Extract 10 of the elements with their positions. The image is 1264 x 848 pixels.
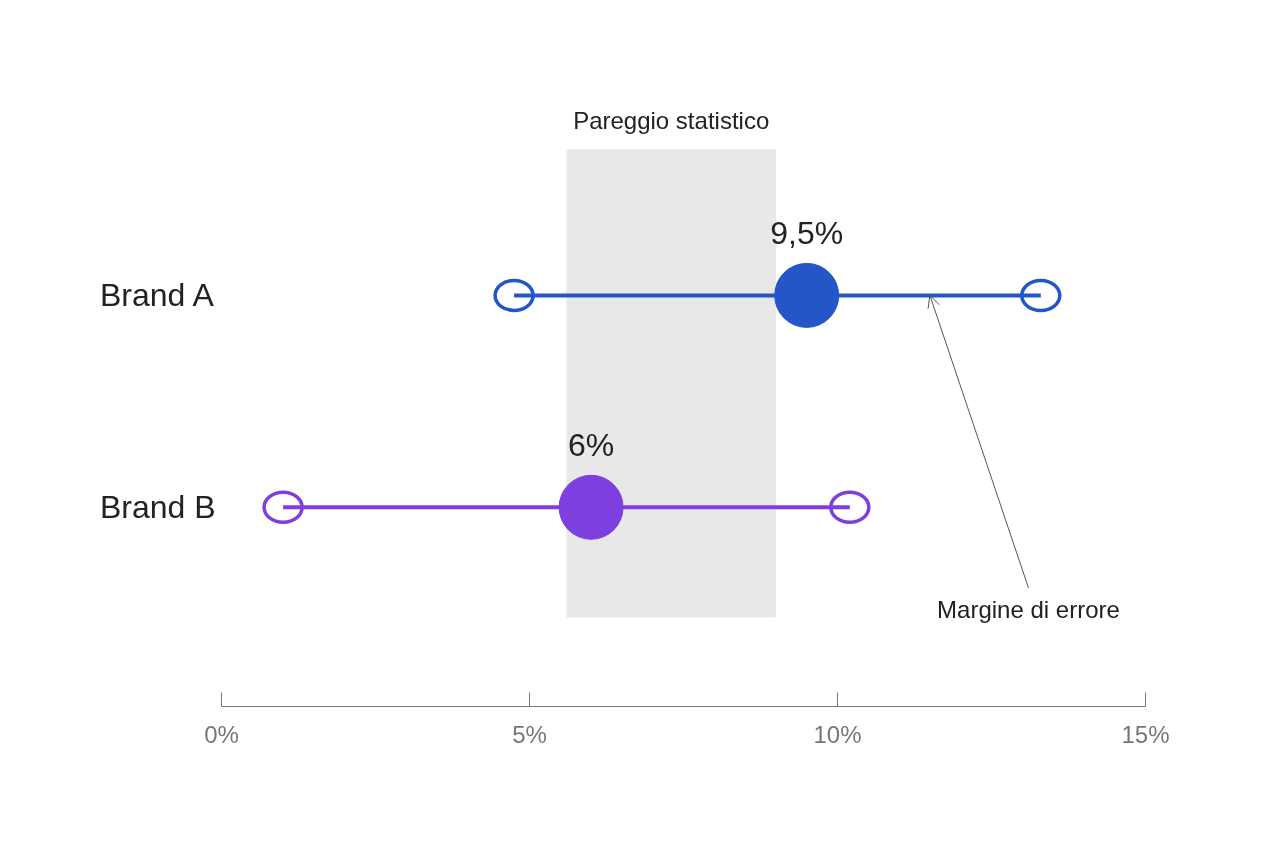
x-tick-label: 0% [204,720,239,748]
data-label: 6% [567,427,615,464]
y-tick-label: Brand B [99,489,216,526]
y-tick-label: Brand A [99,277,215,314]
annotation: Margine di errore [937,596,1120,624]
band-label: Pareggio statistico [573,107,770,135]
x-tick-label: 5% [512,720,547,748]
data-label: 9,5% [770,215,844,252]
x-tick-label: 15% [1121,720,1170,748]
x-tick-label: 10% [813,720,862,748]
